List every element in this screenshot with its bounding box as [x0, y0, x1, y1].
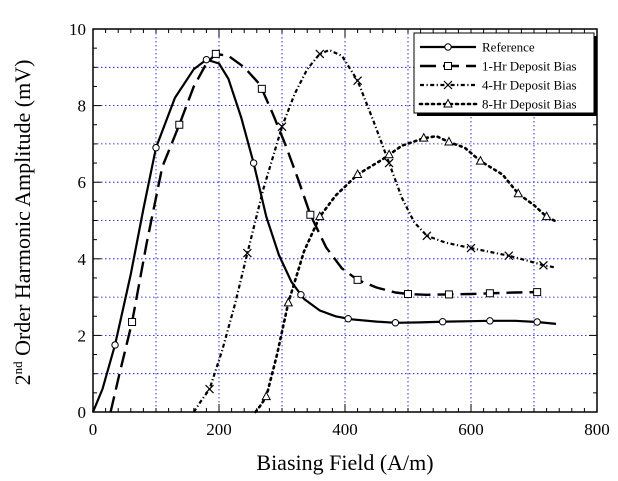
y-tick-label: 6 [78, 173, 87, 192]
y-tick-label: 0 [78, 403, 87, 422]
data-point [257, 84, 266, 93]
x-tick-label: 600 [458, 420, 484, 439]
data-point [513, 188, 524, 198]
data-point [504, 251, 514, 261]
legend-marker [443, 98, 453, 108]
y-axis-title: 2nd Order Harmonic Amplitude (mV) [10, 60, 35, 386]
data-point [152, 144, 160, 152]
x-tick-label: 200 [206, 420, 232, 439]
legend-label: 1-Hr Deposit Bias [482, 59, 577, 74]
series-4 [254, 132, 560, 414]
data-point [211, 49, 220, 58]
y-axis-title-superscript: nd [10, 361, 25, 375]
legend-marker [444, 43, 452, 51]
x-tick-label: 800 [584, 420, 610, 439]
data-point [352, 168, 363, 179]
data-point [533, 288, 542, 297]
grid [93, 29, 597, 412]
data-point [422, 231, 432, 241]
data-point [297, 291, 305, 299]
data-point [533, 318, 541, 326]
data-point [315, 49, 325, 59]
legend-marker [443, 80, 453, 90]
data-point [306, 210, 315, 219]
data-point [475, 155, 486, 165]
series-layer [91, 49, 560, 414]
data-point [466, 243, 476, 253]
data-point [444, 290, 453, 299]
series-line-4 [254, 134, 560, 414]
y-axis-title-rest: Order Harmonic Amplitude (mV) [10, 60, 35, 362]
legend: Reference 1-Hr Deposit Bias 4-Hr Deposit B… [413, 32, 597, 116]
data-point [404, 290, 412, 299]
data-point [438, 318, 447, 326]
series-2 [109, 49, 542, 413]
data-point [128, 317, 137, 326]
data-point [384, 158, 394, 168]
x-axis-title: Biasing Field (A/m) [256, 450, 433, 475]
data-point [261, 391, 272, 401]
data-point [202, 55, 211, 64]
data-point [353, 76, 363, 86]
x-tick-label: 0 [89, 420, 98, 439]
legend-label: 4-Hr Deposit Bias [482, 78, 577, 93]
data-point [384, 149, 394, 159]
data-point [314, 211, 325, 221]
series-3 [192, 49, 557, 413]
data-point [485, 289, 494, 298]
data-point [283, 297, 294, 307]
ticks [92, 28, 598, 413]
y-tick-label: 8 [78, 97, 87, 116]
data-point [249, 159, 258, 167]
data-point [242, 248, 252, 258]
data-point [391, 319, 400, 327]
series-line-2 [109, 52, 538, 413]
data-point [205, 384, 214, 394]
legend-marker [444, 62, 452, 70]
series-line-3 [192, 49, 557, 413]
data-point [539, 260, 548, 270]
y-tick-label: 4 [78, 250, 87, 269]
data-point [277, 122, 287, 132]
data-point [418, 132, 429, 142]
data-point [541, 211, 552, 221]
series-1 [91, 55, 557, 413]
y-tick-label: 10 [69, 20, 86, 39]
legend-label: 8-Hr Deposit Bias [482, 97, 577, 112]
data-point [344, 315, 352, 323]
data-point [444, 136, 454, 146]
y-axis-title-prefix: 2 [10, 374, 35, 385]
y-tick-label: 2 [78, 326, 87, 345]
data-point [111, 341, 119, 349]
data-point [175, 120, 184, 129]
legend-label: Reference [482, 40, 535, 55]
tick-labels: 0 200 400 600 800 0 2 4 6 8 10 [69, 20, 610, 439]
data-point [486, 317, 494, 325]
data-point [353, 275, 362, 284]
x-tick-label: 400 [332, 420, 358, 439]
series-line-1 [91, 58, 557, 413]
